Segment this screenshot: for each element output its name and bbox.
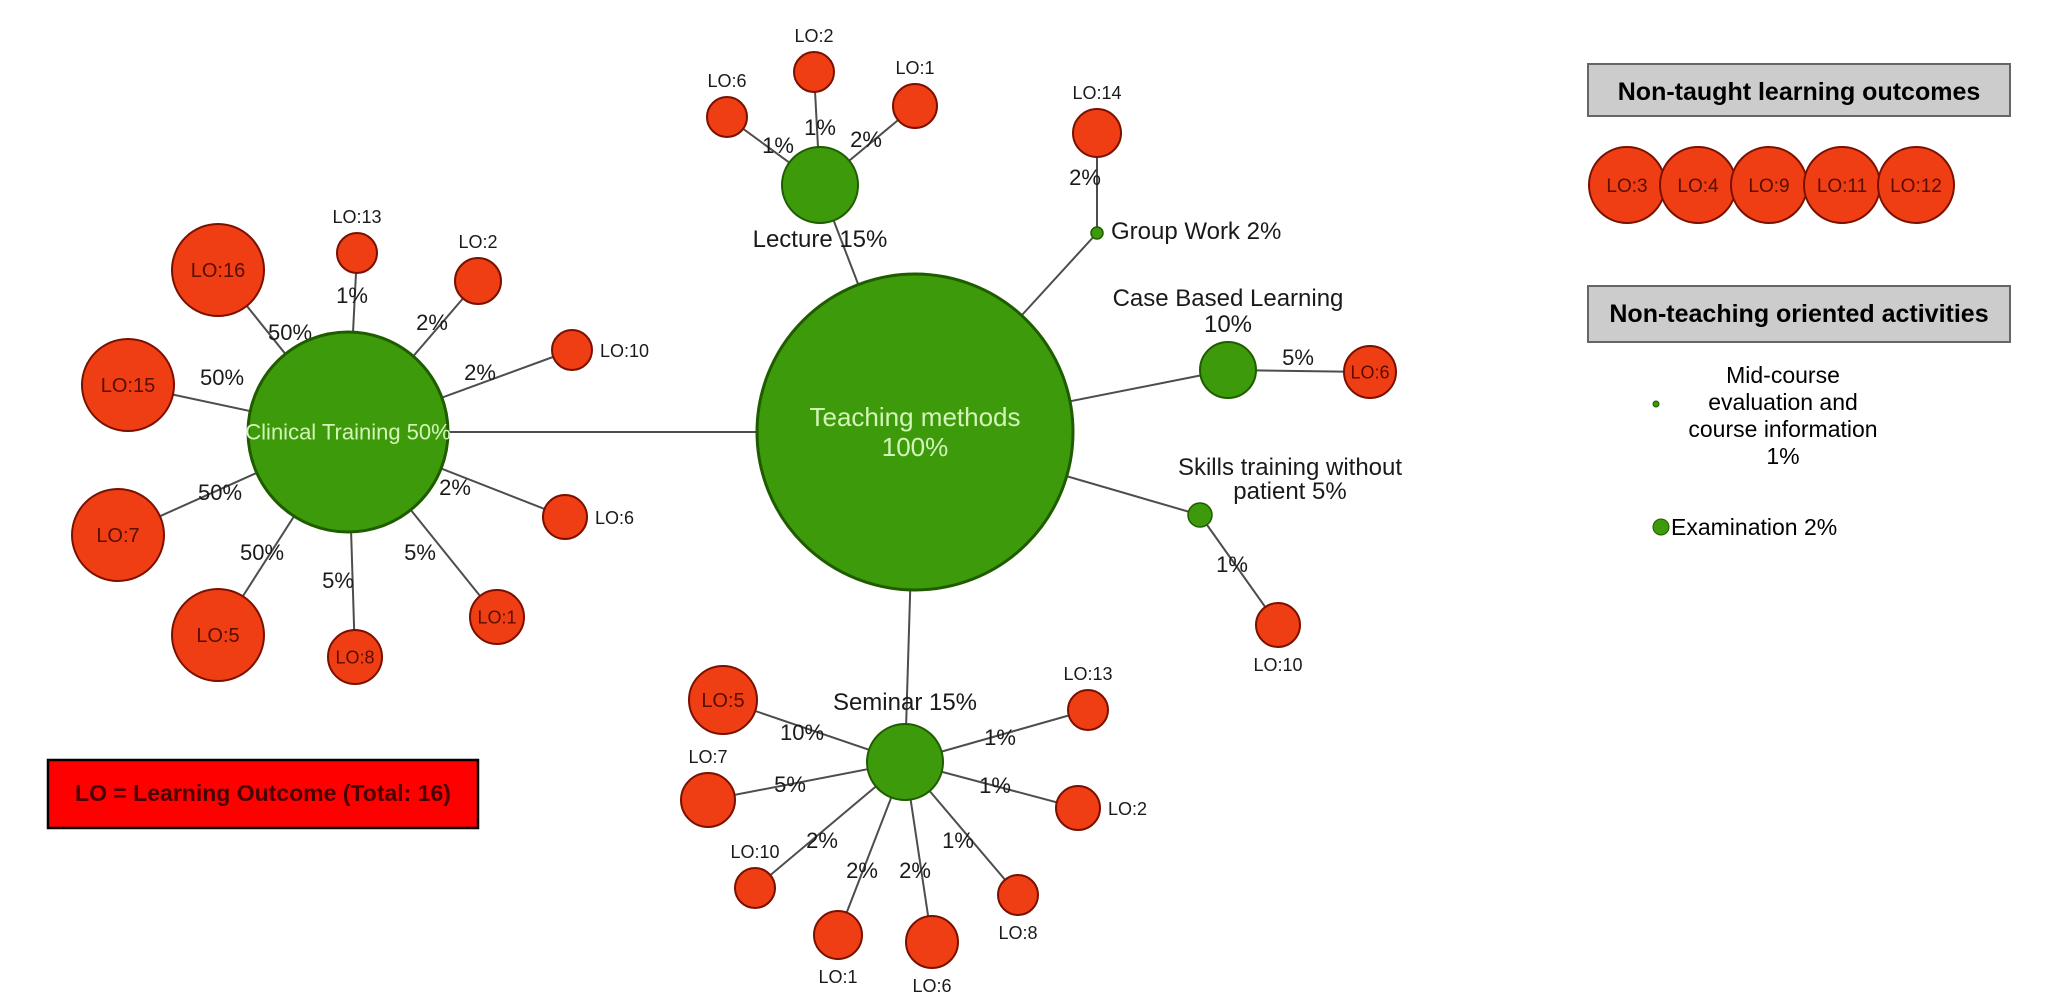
svg-text:LO:10: LO:10: [600, 341, 649, 361]
svg-text:1%: 1%: [979, 773, 1011, 798]
svg-text:5%: 5%: [322, 568, 354, 593]
svg-text:1%: 1%: [1216, 552, 1248, 577]
svg-text:Non-taught learning outcomes: Non-taught learning outcomes: [1618, 78, 1981, 106]
svg-text:LO:7: LO:7: [96, 525, 139, 547]
svg-text:5%: 5%: [1282, 345, 1314, 370]
svg-text:Lecture 15%: Lecture 15%: [753, 226, 888, 253]
svg-text:LO:16: LO:16: [191, 260, 245, 282]
svg-text:patient 5%: patient 5%: [1233, 478, 1346, 505]
svg-text:10%: 10%: [780, 720, 824, 745]
svg-text:LO:2: LO:2: [1108, 799, 1147, 819]
svg-text:LO:9: LO:9: [1748, 176, 1789, 197]
svg-text:LO:3: LO:3: [1606, 176, 1647, 197]
svg-text:2%: 2%: [806, 828, 838, 853]
svg-text:LO:2: LO:2: [794, 26, 833, 46]
svg-text:2%: 2%: [439, 475, 471, 500]
svg-text:LO:10: LO:10: [730, 842, 779, 862]
svg-text:LO:14: LO:14: [1072, 83, 1121, 103]
svg-text:LO:5: LO:5: [701, 690, 744, 712]
svg-text:LO:8: LO:8: [998, 923, 1037, 943]
svg-text:2%: 2%: [1069, 165, 1101, 190]
svg-text:1%: 1%: [762, 133, 794, 158]
svg-text:Non-teaching oriented activiti: Non-teaching oriented activities: [1609, 300, 1988, 328]
svg-text:Clinical Training 50%: Clinical Training 50%: [245, 420, 450, 445]
svg-text:10%: 10%: [1204, 311, 1252, 338]
svg-text:LO = Learning Outcome (Total:: LO = Learning Outcome (Total: 16): [75, 780, 451, 806]
svg-text:Examination 2%: Examination 2%: [1671, 514, 1837, 540]
svg-text:1%: 1%: [1766, 443, 1799, 469]
svg-text:100%: 100%: [882, 432, 949, 462]
svg-text:1%: 1%: [942, 828, 974, 853]
svg-text:LO:8: LO:8: [335, 647, 374, 667]
svg-text:2%: 2%: [899, 858, 931, 883]
svg-text:Group Work 2%: Group Work 2%: [1111, 218, 1281, 245]
svg-text:LO:6: LO:6: [1350, 362, 1389, 382]
svg-text:1%: 1%: [804, 115, 836, 140]
svg-text:LO:13: LO:13: [1063, 664, 1112, 684]
svg-text:5%: 5%: [774, 772, 806, 797]
svg-text:LO:7: LO:7: [688, 747, 727, 767]
svg-text:LO:13: LO:13: [332, 207, 381, 227]
svg-text:LO:6: LO:6: [595, 508, 634, 528]
svg-text:evaluation and: evaluation and: [1708, 389, 1858, 415]
svg-text:Case Based Learning: Case Based Learning: [1113, 285, 1344, 312]
svg-text:LO:15: LO:15: [101, 375, 155, 397]
svg-text:Teaching methods: Teaching methods: [809, 402, 1020, 432]
svg-text:LO:4: LO:4: [1677, 176, 1719, 197]
svg-text:50%: 50%: [198, 480, 242, 505]
svg-text:LO:6: LO:6: [707, 71, 746, 91]
svg-text:2%: 2%: [416, 310, 448, 335]
svg-text:2%: 2%: [846, 858, 878, 883]
svg-text:2%: 2%: [850, 127, 882, 152]
svg-text:Skills training without: Skills training without: [1178, 454, 1402, 481]
svg-text:50%: 50%: [240, 540, 284, 565]
svg-text:1%: 1%: [984, 725, 1016, 750]
svg-text:5%: 5%: [404, 540, 436, 565]
svg-text:LO:5: LO:5: [196, 625, 239, 647]
svg-text:LO:1: LO:1: [895, 58, 934, 78]
svg-text:Seminar 15%: Seminar 15%: [833, 689, 977, 716]
svg-text:LO:11: LO:11: [1817, 176, 1867, 197]
svg-text:2%: 2%: [464, 360, 496, 385]
svg-text:course information: course information: [1688, 416, 1877, 442]
svg-text:1%: 1%: [336, 283, 368, 308]
svg-text:LO:10: LO:10: [1253, 655, 1302, 675]
svg-text:LO:1: LO:1: [477, 607, 516, 627]
svg-text:LO:1: LO:1: [818, 967, 857, 987]
svg-text:Mid-course: Mid-course: [1726, 362, 1840, 388]
svg-text:LO:6: LO:6: [912, 976, 951, 996]
svg-text:LO:12: LO:12: [1890, 176, 1942, 197]
svg-text:50%: 50%: [200, 365, 244, 390]
svg-text:LO:2: LO:2: [458, 232, 497, 252]
